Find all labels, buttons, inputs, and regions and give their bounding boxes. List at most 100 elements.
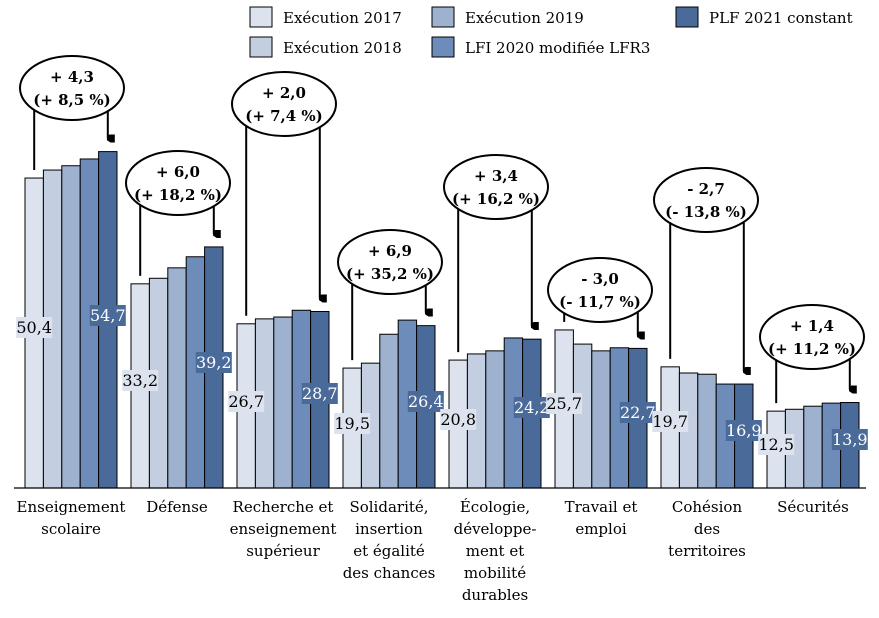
value-label-bg xyxy=(228,391,265,412)
legend-swatch xyxy=(249,6,273,28)
value-label-bg xyxy=(513,397,550,418)
category-label: et égalité xyxy=(353,542,425,560)
annotation-delta: + 2,0 xyxy=(262,84,306,102)
category-label: insertion xyxy=(355,520,423,538)
category-label: des chances xyxy=(343,564,436,582)
annotation-percent: (- 13,8 %) xyxy=(665,203,747,221)
annotation-percent: (- 11,7 %) xyxy=(559,293,641,311)
value-label-last: 39,2 xyxy=(196,353,232,372)
value-label-bg xyxy=(831,429,868,450)
category-label: Cohésion xyxy=(672,498,743,516)
value-label-bg xyxy=(16,317,53,338)
legend-swatch xyxy=(675,6,699,28)
value-label-bg xyxy=(725,420,762,441)
category-label: des xyxy=(694,520,720,538)
annotation-bubble xyxy=(19,55,125,121)
category-label: Sécurités xyxy=(777,498,849,516)
bar xyxy=(591,350,611,489)
category-label: mobilité xyxy=(464,564,526,582)
category-label: emploi xyxy=(575,520,627,538)
annotation-bubble xyxy=(337,229,443,295)
value-label-last: 26,4 xyxy=(408,392,444,411)
value-label-last: 13,9 xyxy=(832,430,868,449)
annotation-percent: (+ 8,5 %) xyxy=(33,91,111,109)
category-label: Solidarité, xyxy=(349,498,428,516)
category-label: enseignement xyxy=(230,520,337,538)
annotation-percent: (+ 11,2 %) xyxy=(768,340,856,358)
annotation-delta: + 1,4 xyxy=(790,317,834,335)
legend-label: Exécution 2018 xyxy=(283,39,402,57)
value-label-first: 12,5 xyxy=(758,435,794,454)
value-label-last: 54,7 xyxy=(90,306,126,325)
category-label: scolaire xyxy=(41,520,101,538)
legend-swatch xyxy=(249,36,273,58)
annotation-bubble xyxy=(759,304,865,370)
annotations: + 4,3 (+ 8,5 %) + 6,0 (+ 18,2 %) + 2,0 (+ 7,4… xyxy=(19,55,865,404)
category-label: Recherche et xyxy=(233,498,334,516)
category-label: Écologie, xyxy=(460,498,530,516)
value-label-first: 33,2 xyxy=(122,371,158,390)
legend-label: PLF 2021 constant xyxy=(709,9,853,27)
category-label: Travail et xyxy=(565,498,638,516)
annotation-bubble xyxy=(443,154,549,220)
legend-label: Exécution 2019 xyxy=(465,9,584,27)
legend-label: LFI 2020 modifiée LFR3 xyxy=(465,39,650,57)
value-label-bg xyxy=(301,383,338,404)
category-label: développe- xyxy=(454,520,537,538)
annotation-delta: + 3,4 xyxy=(474,167,518,185)
bar xyxy=(167,267,187,489)
annotation-delta: + 6,9 xyxy=(368,242,412,260)
value-label-first: 20,8 xyxy=(440,410,476,429)
value-label-bg xyxy=(195,352,232,373)
bar xyxy=(572,343,593,489)
annotation-percent: (+ 35,2 %) xyxy=(346,265,434,283)
bar xyxy=(485,350,505,489)
category-label: Défense xyxy=(146,498,208,516)
bar xyxy=(803,405,823,489)
value-labels: 50,4 54,7 33,2 39,2 26,7 28,7 19,5 26,420,8 24,2… xyxy=(16,305,868,455)
category-label: territoires xyxy=(668,542,746,560)
value-label-last: 22,7 xyxy=(620,403,656,422)
bar xyxy=(273,316,293,489)
annotation-bubble xyxy=(653,167,759,233)
bar xyxy=(697,373,717,489)
bar xyxy=(379,333,399,489)
category-label: supérieur xyxy=(246,542,320,560)
value-label-bg xyxy=(440,409,477,430)
annotation-delta: - 3,0 xyxy=(581,270,619,288)
annotation-percent: (+ 16,2 %) xyxy=(452,190,540,208)
value-label-first: 50,4 xyxy=(16,318,52,337)
legend-swatch xyxy=(431,6,455,28)
value-label-bg xyxy=(122,370,159,391)
category-labels: Enseignement scolaire Défense Recherche et e… xyxy=(17,498,849,604)
legend: Exécution 2017 Exécution 2019 PLF 2021 con… xyxy=(249,6,853,58)
value-label-last: 28,7 xyxy=(302,384,338,403)
value-label-bg xyxy=(758,434,795,455)
annotation-bubble xyxy=(125,150,231,216)
annotation-delta: + 6,0 xyxy=(156,163,200,181)
annotation-percent: (+ 7,4 %) xyxy=(245,107,323,125)
legend-swatch xyxy=(431,36,455,58)
value-label-bg xyxy=(89,305,126,326)
value-label-first: 26,7 xyxy=(228,392,264,411)
category-label: ment et xyxy=(466,542,524,560)
category-label: durables xyxy=(462,586,528,604)
category-label: Enseignement xyxy=(17,498,126,516)
value-label-first: 25,7 xyxy=(546,394,582,413)
legend-label: Exécution 2017 xyxy=(283,9,402,27)
annotation-bubble xyxy=(547,257,653,323)
value-label-last: 16,9 xyxy=(726,421,762,440)
value-label-first: 19,7 xyxy=(652,412,688,431)
value-label-last: 24,2 xyxy=(514,398,550,417)
annotation-delta: - 2,7 xyxy=(687,180,725,198)
bar xyxy=(61,165,81,489)
annotation-bubble xyxy=(231,71,337,137)
value-label-bg xyxy=(546,393,583,414)
annotation-percent: (+ 18,2 %) xyxy=(134,186,222,204)
value-label-bg xyxy=(334,413,371,434)
value-label-bg xyxy=(652,411,689,432)
value-label-bg xyxy=(407,391,444,412)
value-label-first: 19,5 xyxy=(334,414,370,433)
value-label-bg xyxy=(619,402,656,423)
